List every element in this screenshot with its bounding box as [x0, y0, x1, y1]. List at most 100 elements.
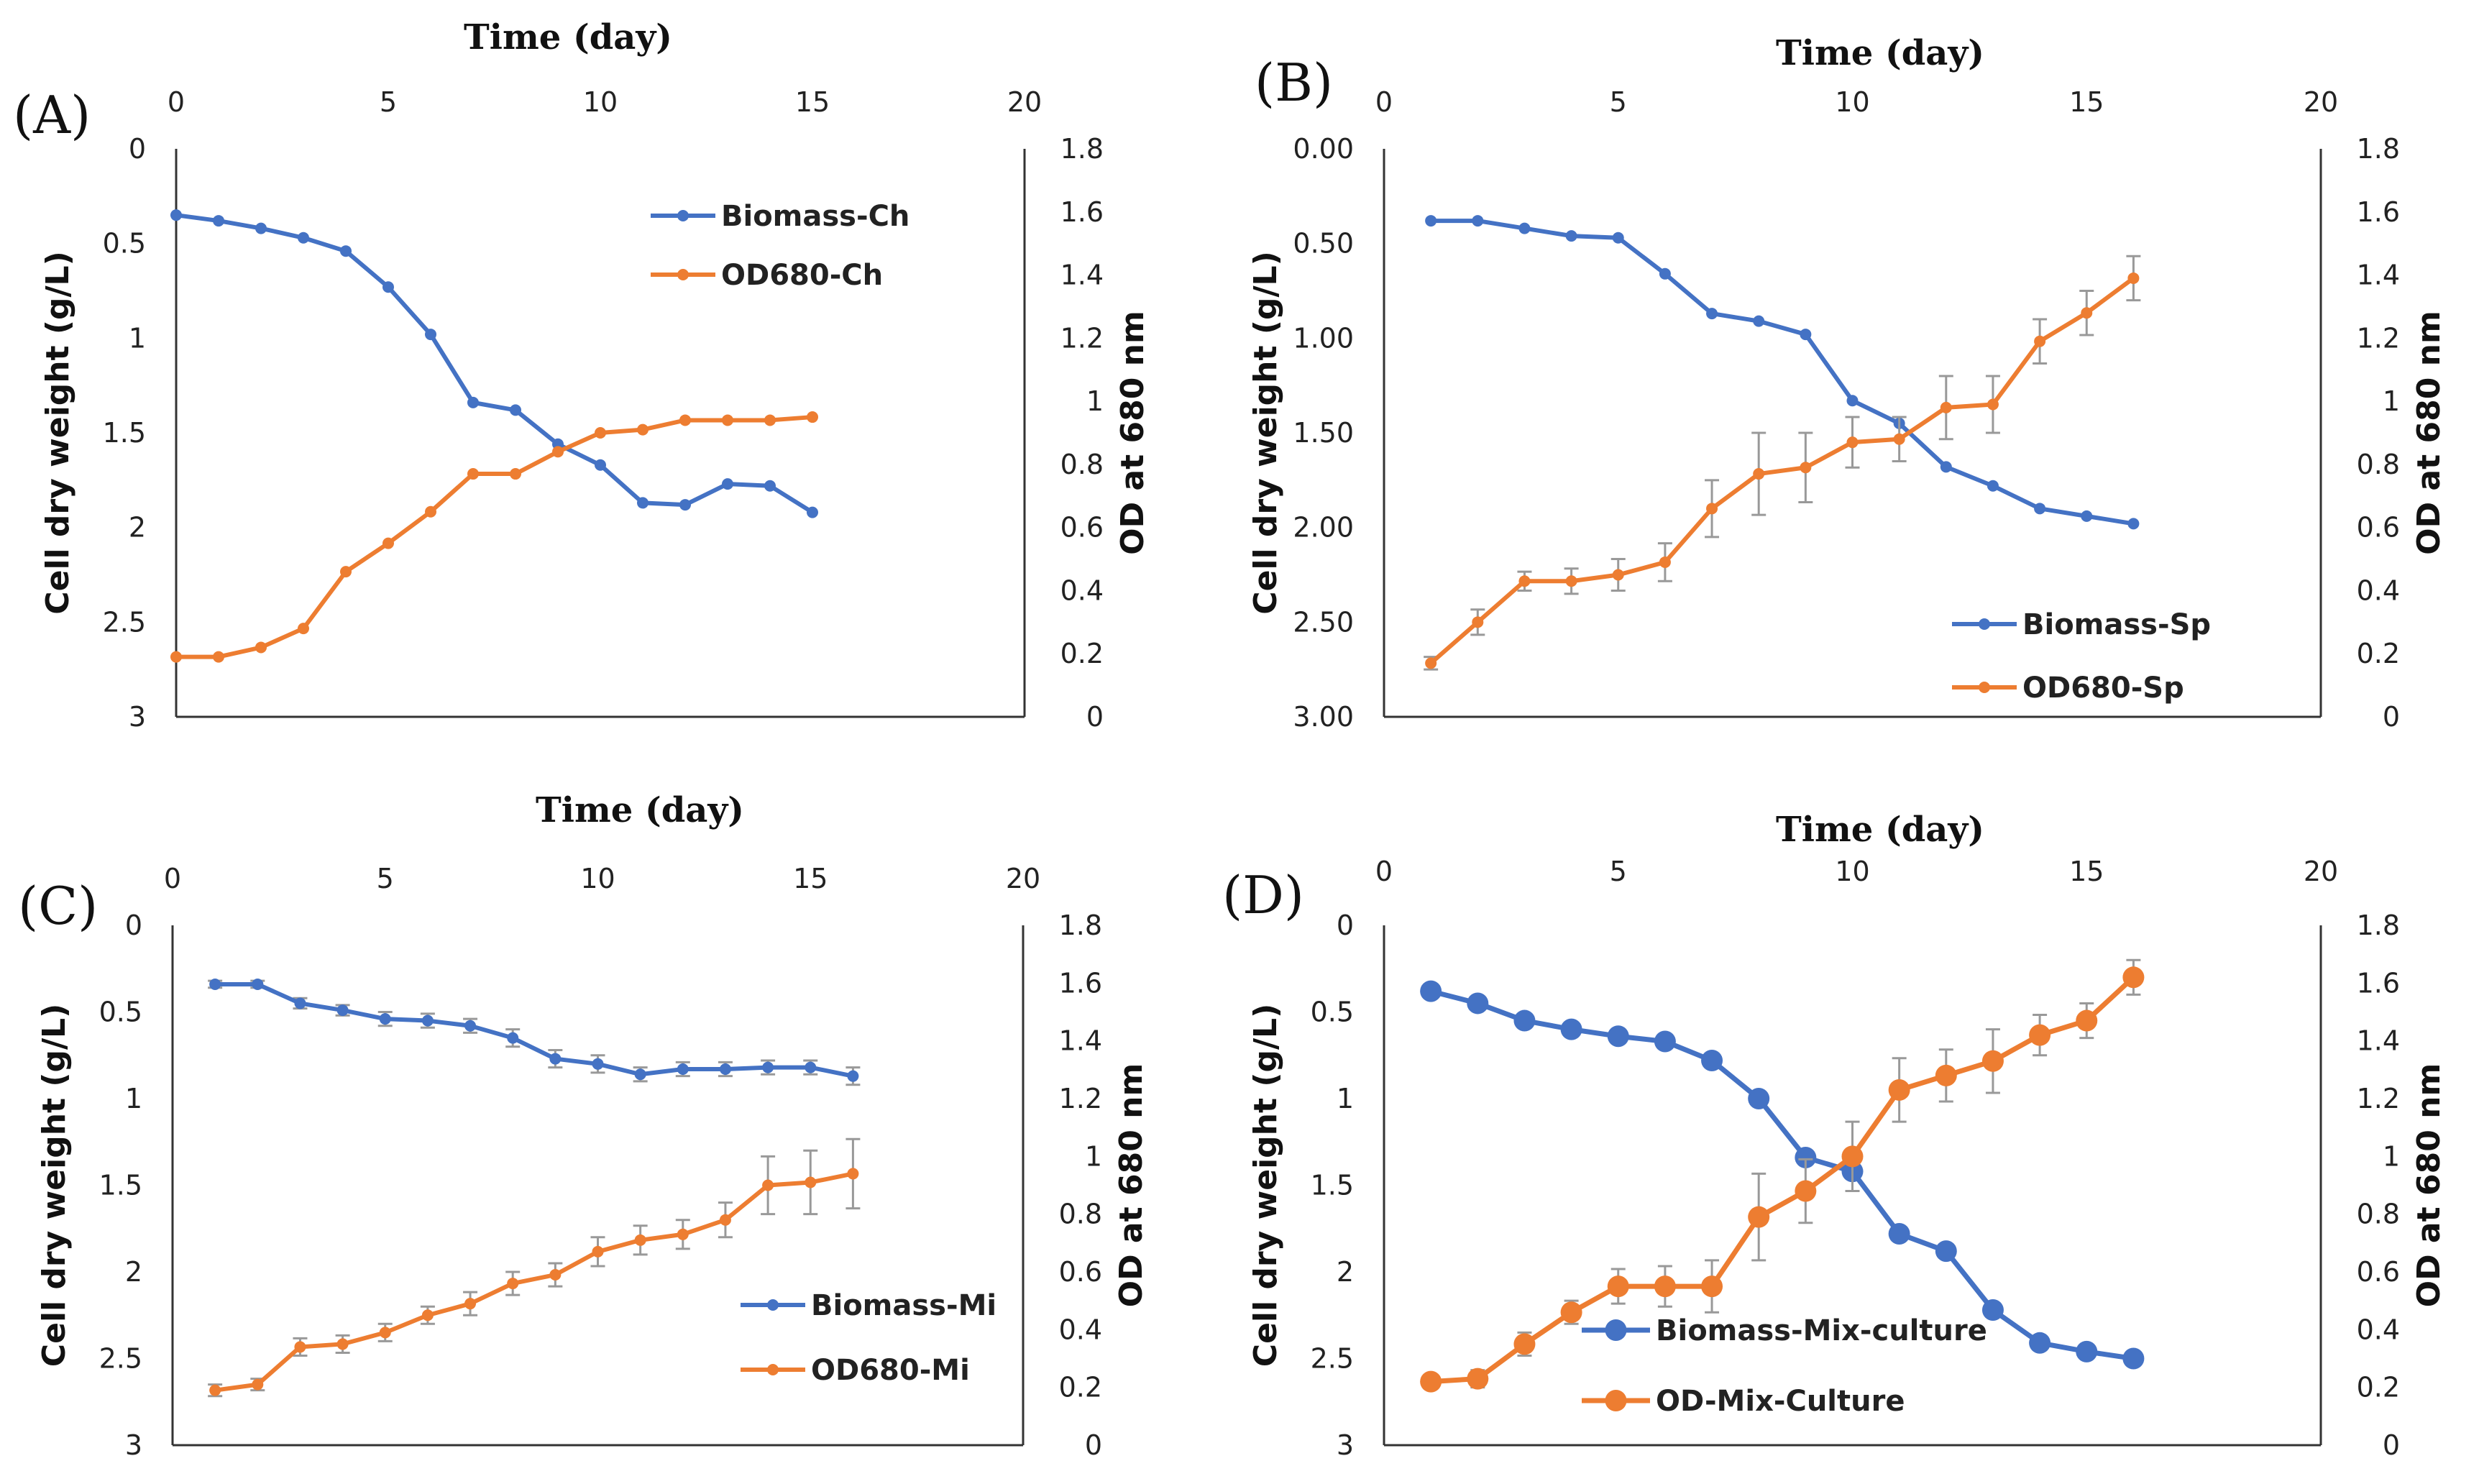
- series-line: [175, 213, 814, 515]
- y-tick-label: 1.50: [1293, 417, 1354, 449]
- y-axis-label: Cell dry weight (g/L): [36, 1004, 73, 1367]
- data-point: [1893, 433, 1905, 445]
- data-point: [1940, 401, 1952, 413]
- data-point: [1560, 1018, 1582, 1040]
- data-point: [1748, 1206, 1770, 1228]
- series-line: [1430, 989, 2134, 1361]
- y2-tick-label: 1.2: [1060, 322, 1104, 354]
- data-point: [1701, 1049, 1723, 1071]
- data-point: [2076, 1009, 2098, 1032]
- y2-tick-label: 1: [1085, 1140, 1102, 1172]
- data-point: [847, 1168, 859, 1180]
- data-point: [1846, 395, 1859, 407]
- data-point: [677, 1228, 689, 1240]
- data-point: [807, 506, 818, 518]
- data-point: [467, 468, 479, 480]
- data-point: [679, 499, 691, 511]
- data-point: [679, 414, 691, 426]
- series-line: [176, 415, 813, 659]
- data-point: [252, 978, 264, 990]
- y-tick-label: 1.5: [99, 1170, 142, 1201]
- y-tick-label: 0.00: [1293, 133, 1354, 165]
- y2-tick-label: 0.8: [1060, 449, 1104, 480]
- data-point: [1654, 1275, 1676, 1298]
- y2-axis-label: OD at 680 nm: [1114, 311, 1151, 555]
- x-tick-label: 15: [793, 863, 828, 894]
- y-tick-label: 1: [129, 322, 146, 354]
- y-tick-label: 2: [129, 512, 146, 544]
- data-point: [847, 1070, 859, 1082]
- x-tick-label: 15: [795, 86, 830, 118]
- series-line: [1430, 975, 2135, 1385]
- legend-label: OD-Mix-Culture: [1656, 1385, 1905, 1418]
- data-point: [1612, 569, 1624, 581]
- x-tick-label: 15: [2069, 86, 2104, 118]
- data-point: [382, 537, 394, 549]
- data-point: [336, 1004, 349, 1017]
- data-point: [2122, 1347, 2145, 1370]
- data-point: [1935, 1240, 1957, 1263]
- data-point: [592, 1058, 604, 1070]
- x-tick-label: 15: [2069, 856, 2104, 887]
- y2-tick-label: 0.8: [2357, 449, 2400, 480]
- data-point: [336, 1338, 349, 1350]
- y2-axis-label: OD at 680 nm: [2411, 311, 2447, 555]
- data-point: [807, 411, 818, 423]
- series-biomass: [1420, 980, 2145, 1370]
- y2-tick-label: 0.8: [2357, 1199, 2400, 1230]
- y-tick-label: 2.50: [1293, 606, 1354, 638]
- y2-tick-label: 1.6: [2357, 967, 2400, 999]
- y2-tick-label: 1.2: [2357, 322, 2400, 354]
- series-line: [215, 981, 853, 1078]
- series-od: [208, 1137, 861, 1398]
- x-tick-label: 10: [1835, 856, 1869, 887]
- data-point: [1654, 1030, 1676, 1053]
- legend-marker: [677, 210, 689, 221]
- legend-label: Biomass-Mi: [811, 1289, 996, 1322]
- data-point: [1607, 1275, 1629, 1298]
- y2-tick-label: 1.8: [1060, 133, 1104, 165]
- data-point: [595, 459, 606, 471]
- y2-tick-label: 0.2: [1060, 638, 1104, 669]
- x-tick-label: 0: [168, 86, 185, 118]
- data-point: [1748, 1088, 1770, 1109]
- data-point: [255, 641, 267, 654]
- legend-label: OD680-Sp: [2022, 672, 2184, 705]
- y-tick-label: 2: [125, 1256, 142, 1288]
- y-axis-label: Cell dry weight (g/L): [1247, 1004, 1284, 1367]
- y2-tick-label: 0.2: [2357, 638, 2400, 669]
- y2-tick-label: 1.6: [1060, 196, 1104, 228]
- legend-entry: OD-Mix-Culture: [1582, 1385, 1905, 1418]
- data-point: [634, 1068, 646, 1081]
- data-point: [298, 623, 309, 635]
- y-tick-label: 0.50: [1293, 228, 1354, 260]
- legend-entry: OD680-Mi: [741, 1354, 970, 1387]
- legend-marker: [767, 1364, 779, 1375]
- data-point: [2034, 335, 2046, 347]
- data-point: [1935, 1064, 1957, 1086]
- data-point: [340, 566, 352, 578]
- data-point: [722, 478, 733, 490]
- legend-entry: Biomass-Sp: [1952, 608, 2211, 641]
- data-point: [379, 1327, 391, 1339]
- x-tick-label: 0: [1375, 86, 1393, 118]
- data-point: [1987, 398, 1999, 411]
- data-point: [1981, 1299, 2004, 1322]
- data-point: [294, 1341, 306, 1353]
- chart-panel-a: (A) Time (day) 0 5 10 15 20 0 0.5 1 1.5 2 2.5 3 0 0.2 0.…: [13, 17, 1151, 733]
- data-point: [2029, 1024, 2051, 1046]
- data-point: [1565, 575, 1577, 587]
- data-point: [1706, 503, 1718, 515]
- data-point: [507, 1278, 519, 1290]
- x-tick-label: 0: [1375, 856, 1393, 887]
- data-point: [1472, 215, 1484, 227]
- x-axis-title: Time (day): [536, 790, 744, 830]
- y-tick-label: 3: [129, 701, 146, 733]
- data-point: [1518, 575, 1531, 587]
- legend-marker: [1979, 618, 1990, 630]
- y-axis-label: Cell dry weight (g/L): [40, 251, 76, 614]
- x-tick-label: 5: [1610, 86, 1627, 118]
- series-od: [170, 411, 818, 663]
- legend-label: Biomass-Ch: [721, 200, 909, 233]
